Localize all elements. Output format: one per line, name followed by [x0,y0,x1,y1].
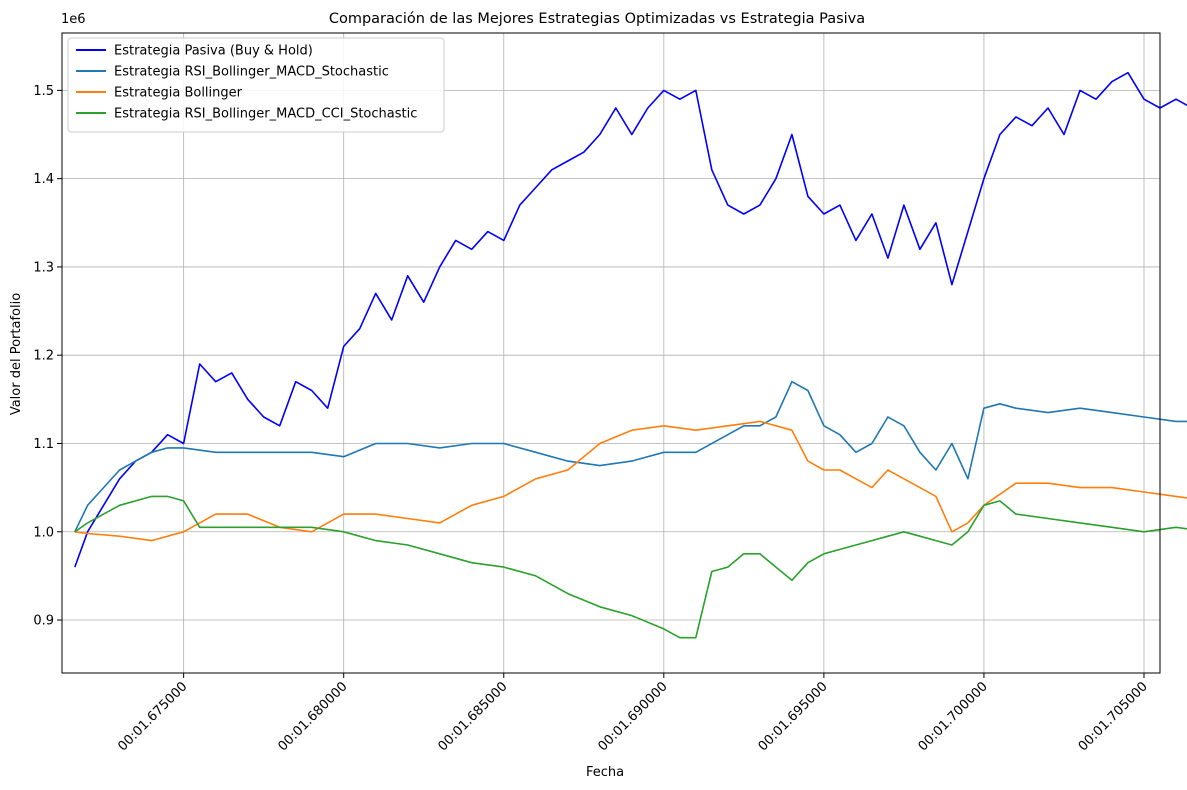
plot-area [61,32,1187,674]
plot-background [62,33,1160,673]
legend: Estrategia Pasiva (Buy & Hold) Estrategia… [67,37,445,133]
series-line-1 [74,71,1187,568]
plot-frame [61,32,1161,674]
x-tick-label: 00:01.705000 [1076,679,1151,754]
series-line-2 [74,380,1187,533]
y-axis-title: Valor del Portafolio [9,293,24,415]
legend-box [67,37,445,133]
series-layer [74,71,1187,639]
x-tick-label: 00:01.695000 [756,679,831,754]
x-tick-label: 00:01.690000 [596,679,671,754]
y-tick-label: 1.2 [33,349,54,364]
y-tick-label: 0.9 [33,614,54,629]
x-axis: 00:01.675000 00:01.680000 00:01.685000 00:0… [115,673,1151,754]
x-axis-title: Fecha [586,765,624,780]
y-tick-label: 1.0 [33,525,54,540]
y-tick-label: 1.4 [33,172,54,187]
x-tick-label: 00:01.680000 [275,679,350,754]
legend-label: Estrategia Pasiva (Buy & Hold) [114,44,313,59]
legend-label: Estrategia Bollinger [114,86,243,101]
chart-title: Comparación de las Mejores Estrategias O… [329,11,865,27]
y-tick-label: 1.3 [33,260,54,275]
x-tick-label: 00:01.685000 [435,679,510,754]
legend-label: Estrategia RSI_Bollinger_MACD_Stochastic [114,65,389,80]
y-axis: 0.9 1.0 1.1 1.2 1.3 1.4 1.5 [33,84,62,629]
x-tick-label: 00:01.700000 [916,679,991,754]
y-tick-label: 1.5 [33,84,54,99]
y-tick-label: 1.1 [33,437,54,452]
series-line-4 [74,495,1187,639]
grid [62,33,1160,673]
legend-label: Estrategia RSI_Bollinger_MACD_CCI_Stocha… [114,107,417,122]
y-axis-offset-label: 1e6 [61,12,86,27]
x-tick-label: 00:01.675000 [115,679,190,754]
